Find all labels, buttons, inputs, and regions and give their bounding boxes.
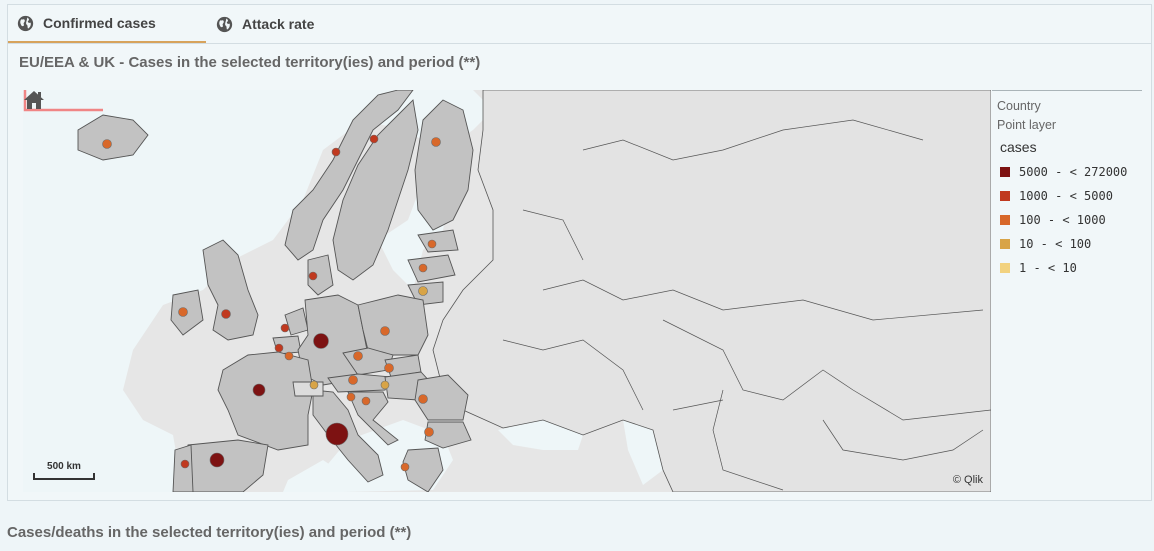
map-point-france[interactable] bbox=[252, 383, 266, 397]
tab-label: Attack rate bbox=[242, 16, 315, 32]
map-point-slovenia[interactable] bbox=[346, 392, 356, 402]
map-point-united-kingdom[interactable] bbox=[221, 309, 231, 319]
map-point-sweden[interactable] bbox=[369, 134, 379, 144]
map-point-greece[interactable] bbox=[400, 462, 410, 472]
map-point-spain[interactable] bbox=[209, 452, 225, 468]
map-point-poland[interactable] bbox=[380, 326, 390, 336]
globe-icon bbox=[17, 15, 34, 31]
legend-item: 5000 - < 272000 bbox=[1000, 165, 1142, 179]
map-point-czechia[interactable] bbox=[353, 351, 363, 361]
map-point-belgium[interactable] bbox=[274, 343, 284, 353]
selection-line bbox=[23, 90, 103, 112]
legend-item: 1000 - < 5000 bbox=[1000, 189, 1142, 203]
map-legend: Country Point layer cases 5000 - < 27200… bbox=[992, 90, 1142, 290]
map-point-denmark[interactable] bbox=[308, 271, 318, 281]
map-point-iceland[interactable] bbox=[102, 139, 112, 149]
map-canvas bbox=[23, 90, 991, 492]
map-point-austria[interactable] bbox=[348, 375, 358, 385]
legend-label: 100 - < 1000 bbox=[1019, 213, 1106, 227]
scale-bar: 500 km bbox=[33, 461, 95, 480]
point-layer bbox=[102, 134, 441, 472]
map-point-germany[interactable] bbox=[313, 333, 329, 349]
scale-label: 500 km bbox=[47, 461, 81, 472]
map-point-finland[interactable] bbox=[431, 137, 441, 147]
tab-bar: Confirmed cases Attack rate bbox=[8, 5, 1151, 44]
map-point-bulgaria[interactable] bbox=[424, 427, 434, 437]
legend-layer-point[interactable]: Point layer bbox=[997, 118, 1057, 132]
map-point-norway[interactable] bbox=[331, 147, 341, 157]
legend-label: 1000 - < 5000 bbox=[1019, 189, 1113, 203]
map-point-lithuania[interactable] bbox=[418, 286, 428, 296]
legend-swatch bbox=[1000, 239, 1010, 249]
home-icon[interactable] bbox=[23, 90, 45, 110]
legend-layer-country[interactable]: Country bbox=[997, 99, 1041, 113]
scale-line bbox=[33, 473, 95, 480]
legend-label: 10 - < 100 bbox=[1019, 237, 1092, 251]
legend-label: 1 - < 10 bbox=[1019, 261, 1077, 275]
europe-map[interactable]: 500 km © Qlik bbox=[23, 90, 991, 492]
legend-swatch bbox=[1000, 215, 1010, 225]
map-attribution: © Qlik bbox=[952, 474, 983, 486]
legend-item: 10 - < 100 bbox=[1000, 237, 1142, 251]
map-point-hungary[interactable] bbox=[380, 380, 390, 390]
legend-swatch bbox=[1000, 191, 1010, 201]
section-title: Cases/deaths in the selected territory(i… bbox=[7, 524, 412, 541]
map-panel: Confirmed cases Attack rate EU/EEA & UK … bbox=[7, 4, 1152, 501]
tab-attack-rate[interactable]: Attack rate bbox=[216, 5, 314, 43]
tab-confirmed-cases[interactable]: Confirmed cases bbox=[8, 5, 206, 43]
map-point-ireland[interactable] bbox=[178, 307, 188, 317]
legend-item: 100 - < 1000 bbox=[1000, 213, 1142, 227]
legend-separator bbox=[992, 90, 1142, 91]
globe-icon bbox=[216, 16, 233, 32]
map-point-estonia[interactable] bbox=[427, 239, 437, 249]
legend-title: cases bbox=[1000, 139, 1037, 155]
map-point-liechtenstein[interactable] bbox=[309, 380, 319, 390]
map-point-portugal[interactable] bbox=[180, 459, 190, 469]
map-point-luxembourg[interactable] bbox=[284, 351, 294, 361]
map-point-romania[interactable] bbox=[418, 394, 428, 404]
map-point-croatia[interactable] bbox=[361, 396, 371, 406]
legend-item: 1 - < 10 bbox=[1000, 261, 1142, 275]
panel-title: EU/EEA & UK - Cases in the selected terr… bbox=[19, 54, 481, 71]
map-point-italy[interactable] bbox=[325, 422, 349, 446]
tab-label: Confirmed cases bbox=[43, 15, 156, 31]
map-point-slovakia[interactable] bbox=[384, 363, 394, 373]
legend-swatch bbox=[1000, 167, 1010, 177]
map-point-latvia[interactable] bbox=[418, 263, 428, 273]
legend-swatch bbox=[1000, 263, 1010, 273]
map-point-netherlands[interactable] bbox=[280, 323, 290, 333]
legend-label: 5000 - < 272000 bbox=[1019, 165, 1128, 179]
